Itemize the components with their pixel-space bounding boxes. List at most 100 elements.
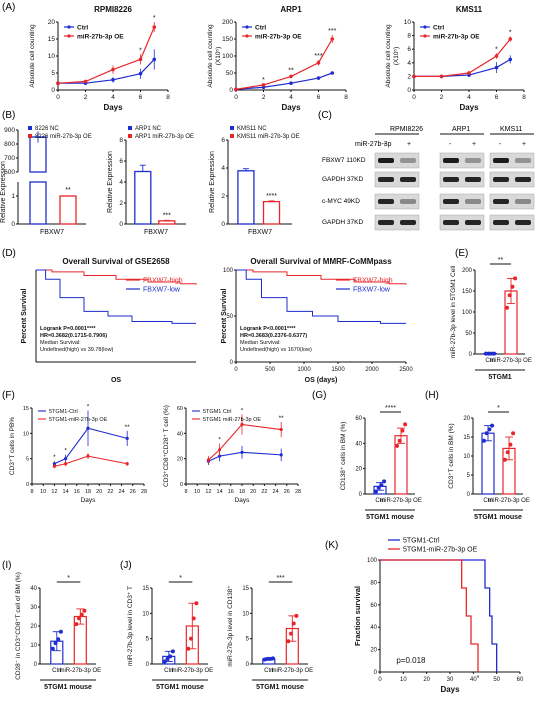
y-tick-label: 15 [142,586,149,592]
y-tick-label: 0 [180,482,183,488]
y-tick-label: 15 [48,36,56,43]
x-axis-label-J1: 5TGM1 mouse [156,684,204,691]
legend-swatch [230,126,234,130]
x-tick-label: 1000 [297,367,311,373]
x-tick-label: 14 [63,489,69,495]
y-tick-label: 80 [370,580,377,586]
y-tick-label: 2 [221,193,225,200]
data-point [467,71,471,75]
y-tick-label: 0 [469,352,473,358]
y-axis-label-D2: Percent Survival [221,289,228,344]
significance-mark: ** [125,424,131,431]
legend-label: 5TGM1-Ctrl [49,409,78,415]
y-axis-label-H: CD3⁺T cells in BM (%) [448,423,455,488]
y-axis-label-B2: Relative Expression [107,151,114,213]
y-tick-label: 0 [246,662,250,668]
data-point [206,458,210,462]
blot-band [378,199,394,204]
series-line-A1-0 [58,58,155,84]
y-tick-label: 0 [51,87,55,94]
y-tick-label: 8 [119,137,123,144]
y-axis-label-K: Fraction survival [353,586,362,646]
y-tick-label: 4 [221,165,225,172]
series-line-F1-1 [54,455,128,467]
significance-mark: * [497,405,500,412]
y-tick-label: 60 [355,416,362,422]
significance-mark: * [64,448,67,455]
data-point [168,654,173,659]
blot-membrane [374,152,420,169]
x-tick-label: 8 [522,94,526,101]
y-tick-label: 10 [23,431,29,437]
km-stat-text: Logrank P<0.0001**** [240,326,296,332]
y-tick-label: 50 [226,314,233,320]
data-point [400,428,405,433]
x-tick-label: 4 [467,94,471,101]
km-stat-text: Undefined(high) vs 39.78(low) [40,347,114,353]
km-stat-text: Median Survival: [40,340,81,346]
km-curve-high [36,269,197,285]
chart-title-D1: Overall Survival of GSE2658 [62,257,170,266]
blot-sign: + [522,141,526,148]
x-axis-label-J2: 5TGM1 mouse [256,684,304,691]
bar [158,220,176,225]
panel-label-h: (H) [425,390,439,401]
category-label: Ctrl [485,358,494,364]
y-tick-label: 10 [48,53,56,60]
legend-label: ARP1 NC [135,126,162,132]
data-point [508,442,513,447]
blot-membrane [439,214,485,231]
series-line-F2-1 [208,423,282,461]
significance-mark: * [67,575,70,582]
x-tick-label: 0 [234,367,238,373]
x-tick-label: 28 [295,489,301,495]
y-axis-unit-A3: (X10⁵) [393,47,400,66]
data-point [507,293,512,298]
chart-title-D2: Overall Survival of MMRF-CoMMpass [250,257,392,266]
blot-membrane [489,171,535,188]
x-tick-label: 0 [56,94,60,101]
western-blot: miR-27b-3p RPMI8226 ARP1 KMS11 FBXW7 110… [322,126,535,231]
y-tick-label: 20 [177,457,183,463]
bar [237,170,255,225]
x-tick-label: 22 [261,489,267,495]
y-tick-label: 30 [30,605,37,611]
blot-band [515,158,531,163]
data-point [189,636,194,641]
data-point [289,74,293,79]
category-label: Ctrl [264,668,273,674]
y-tick-label: 40 [30,586,37,592]
legend-label: miR-27b-3p OE [433,34,480,41]
x-tick-label: 24 [119,489,125,495]
x-tick-label: 26 [284,489,290,495]
y-tick-label: 0 [26,482,29,488]
blot-band [400,220,416,225]
y-tick-label: 6 [407,46,411,53]
legend-swatch [128,126,132,130]
blot-band [465,177,481,182]
data-point [218,448,222,452]
blot-band [443,220,459,225]
panel-label-j: (J) [120,560,132,571]
legend-label: Ctrl [77,25,88,32]
legend-swatch [128,134,132,138]
panel-label-g: (G) [312,390,326,401]
data-point [397,438,402,443]
legend-marker [423,25,427,29]
km-stat-text: Undefined(high) vs 1670(low) [240,347,312,353]
bar [29,181,47,225]
data-point [379,483,384,488]
blot-band [378,158,394,163]
blot-membrane [489,152,535,169]
y-tick-label: 5 [467,473,471,479]
data-point [289,81,293,85]
data-point [152,25,157,29]
legend-label: FBXW7-low [353,287,391,294]
y-tick-label: 6 [119,158,123,165]
x-axis-label-F1: Days [81,497,97,504]
y-tick-label: 0 [34,662,38,668]
data-point [492,351,497,356]
panel-label-c: (C) [318,110,332,121]
blot-lane-arp1: ARP1 [452,126,470,133]
blot-sign: - [449,141,452,148]
